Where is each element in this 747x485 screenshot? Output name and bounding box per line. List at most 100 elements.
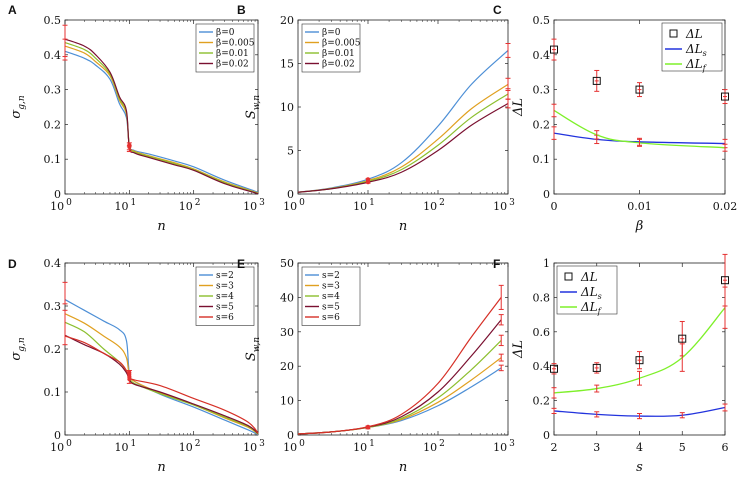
y-tick-label: 0.6 bbox=[533, 326, 551, 339]
data-marker-2 bbox=[635, 356, 644, 365]
legend-subscript: s bbox=[598, 292, 602, 301]
y-tick-label: 0 bbox=[54, 188, 61, 201]
series-line-1 bbox=[297, 357, 502, 435]
panel-D: 00.10.20.30.410 0 10 1 10 2 10 3Dnσg,ns=2s=3s=4… bbox=[8, 257, 265, 475]
x-tick-exponent: 2 bbox=[439, 198, 445, 208]
y-tick-label: 0.1 bbox=[533, 153, 551, 166]
y-tick-label: 5 bbox=[287, 145, 294, 158]
x-axis-label: β bbox=[635, 219, 644, 234]
y-tick-label: 0.2 bbox=[533, 118, 551, 131]
x-tick-label: 10 0 bbox=[283, 439, 305, 454]
data-marker-1 bbox=[592, 363, 601, 372]
panel-label: E bbox=[237, 257, 245, 271]
y-axis-label-main: σ bbox=[9, 351, 24, 361]
x-axis-label: s bbox=[636, 460, 643, 475]
data-marker-0 bbox=[550, 45, 558, 54]
legend-entry: ΔL bbox=[580, 270, 598, 284]
legend-marker bbox=[564, 272, 573, 281]
x-tick-label: 10 3 bbox=[243, 198, 265, 213]
highlight-dot-4 bbox=[366, 424, 370, 429]
x-tick-exponent: 1 bbox=[130, 439, 136, 449]
panel-label: D bbox=[8, 257, 17, 271]
x-tick-exponent: 1 bbox=[369, 439, 375, 449]
legend-entry: s=2 bbox=[322, 271, 340, 281]
legend-entry: ΔLf bbox=[685, 57, 708, 73]
y-tick-label: 50 bbox=[280, 257, 294, 270]
highlight-dot-3 bbox=[366, 180, 370, 185]
x-tick-exponent: 1 bbox=[369, 198, 375, 208]
panel-A: 00.10.20.30.40.510 0 10 1 10 2 10 3Anσg,nβ=0β=0… bbox=[8, 3, 265, 234]
y-axis-label-main: S bbox=[244, 352, 259, 361]
x-tick-label: 3 bbox=[593, 441, 600, 454]
legend-entry: s=5 bbox=[322, 303, 340, 313]
x-tick-label: 10 0 bbox=[283, 198, 305, 213]
x-tick-label: 6 bbox=[722, 441, 729, 454]
y-tick-label: 10 bbox=[280, 395, 294, 408]
y-axis-label: ΔL bbox=[511, 98, 526, 117]
series-line-4 bbox=[297, 297, 502, 435]
series-line-1 bbox=[64, 313, 259, 435]
legend-entry: ΔLf bbox=[580, 300, 603, 316]
y-tick-label: 20 bbox=[280, 360, 294, 373]
legend-subscript: f bbox=[702, 64, 708, 73]
legend-entry: β=0 bbox=[216, 28, 235, 38]
x-tick-label: 10 2 bbox=[423, 439, 445, 454]
y-tick-label: 0.1 bbox=[44, 386, 62, 399]
y-axis-label: ΔL bbox=[511, 340, 526, 359]
y-tick-label: 0 bbox=[287, 429, 294, 442]
y-tick-label: 20 bbox=[280, 14, 294, 27]
x-tick-label: 10 1 bbox=[114, 198, 136, 213]
x-tick-exponent: 2 bbox=[439, 439, 445, 449]
y-tick-label: 0.2 bbox=[533, 395, 551, 408]
x-tick-label: 4 bbox=[636, 441, 643, 454]
y-axis-label: Sw,n bbox=[244, 95, 262, 119]
legend-marker bbox=[669, 29, 678, 38]
x-tick-exponent: 3 bbox=[259, 439, 265, 449]
y-tick-label: 0.2 bbox=[44, 118, 62, 131]
data-marker-4 bbox=[721, 276, 729, 285]
y-axis-label: σg,n bbox=[9, 337, 27, 360]
legend-entry: β=0.02 bbox=[322, 60, 355, 70]
x-tick-label: 10 3 bbox=[243, 439, 265, 454]
data-marker-0 bbox=[550, 364, 558, 373]
y-axis-label-sub: g,n bbox=[17, 95, 27, 110]
x-tick-label: 10 1 bbox=[114, 439, 136, 454]
x-axis-label: n bbox=[399, 460, 407, 475]
x-tick-exponent: 0 bbox=[66, 198, 72, 208]
x-axis-label: n bbox=[157, 460, 165, 475]
legend-subscript: f bbox=[597, 307, 603, 316]
y-tick-label: 1 bbox=[543, 257, 550, 270]
series-line-2 bbox=[297, 93, 509, 193]
y-tick-label: 10 bbox=[280, 101, 294, 114]
panel-label: B bbox=[237, 3, 246, 17]
panel-label: C bbox=[493, 3, 502, 17]
x-tick-exponent: 2 bbox=[195, 439, 201, 449]
x-tick-label: 0.01 bbox=[627, 200, 652, 213]
x-tick-label: 2 bbox=[551, 441, 558, 454]
plot-frame bbox=[64, 19, 259, 195]
y-tick-label: 40 bbox=[280, 291, 294, 304]
x-tick-exponent: 0 bbox=[299, 198, 305, 208]
x-tick-exponent: 0 bbox=[299, 439, 305, 449]
x-tick-label: 10 1 bbox=[353, 439, 375, 454]
y-tick-label: 30 bbox=[280, 326, 294, 339]
x-tick-exponent: 3 bbox=[259, 198, 265, 208]
legend-entry: s=6 bbox=[216, 313, 234, 323]
y-tick-label: 0.8 bbox=[533, 291, 551, 304]
legend-entry: ΔLs bbox=[580, 285, 602, 301]
legend-entry: β=0.005 bbox=[216, 39, 255, 49]
panel-label: F bbox=[493, 257, 500, 271]
y-axis-label-sub: g,n bbox=[17, 337, 27, 352]
x-tick-exponent: 0 bbox=[66, 439, 72, 449]
x-tick-exponent: 1 bbox=[130, 198, 136, 208]
legend-entry: s=3 bbox=[216, 282, 234, 292]
x-tick-exponent: 2 bbox=[195, 198, 201, 208]
y-tick-label: 0.3 bbox=[44, 84, 62, 97]
y-tick-label: 0.4 bbox=[44, 49, 62, 62]
y-tick-label: 0.5 bbox=[533, 14, 551, 27]
